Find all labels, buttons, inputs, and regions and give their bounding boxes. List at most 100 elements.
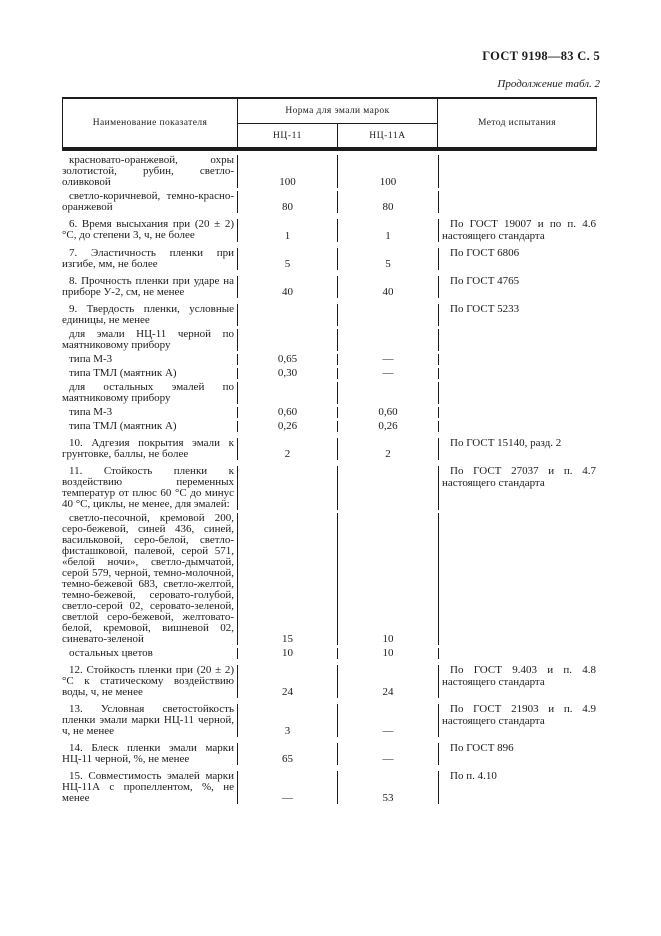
table-row: светло-песочной, кремовой 200, серо-беже… — [62, 510, 597, 645]
table-row: для остальных эмалей по маятниковому при… — [62, 379, 597, 404]
value-nc11-cell — [237, 329, 337, 351]
table-row: 6. Время высыхания при (20 ± 2) °С, до с… — [62, 213, 597, 242]
method-cell — [438, 421, 597, 432]
value-nc11a-cell: 53 — [337, 771, 438, 804]
indicator-cell: типа ТМЛ (маятник А) — [62, 368, 237, 379]
value-nc11-cell: 0,65 — [237, 354, 337, 365]
table-row: светло-коричневой, темно-красно-оранжево… — [62, 188, 597, 213]
indicator-cell: светло-коричневой, темно-красно-оранжево… — [62, 191, 237, 213]
method-cell: По ГОСТ 896 — [438, 742, 597, 765]
indicator-cell: 13. Условная светостойкость пленки эмали… — [62, 704, 237, 737]
value-nc11a-cell: 10 — [337, 513, 438, 645]
method-cell: По ГОСТ 27037 и п. 4.7 настоящего станда… — [438, 465, 597, 510]
indicator-cell: 11. Стойкость пленки к воздействию перем… — [62, 466, 237, 510]
table-row: типа ТМЛ (маятник А) 0,26 0,26 — [62, 418, 597, 432]
indicator-cell: остальных цветов — [62, 648, 237, 659]
table-row: для эмали НЦ-11 черной по маятниковому п… — [62, 326, 597, 351]
indicator-cell: 12. Стойкость пленки при (20 ± 2) °С к с… — [62, 665, 237, 698]
indicator-text: типа М-3 — [69, 406, 113, 418]
value-nc11a-cell: 5 — [337, 248, 438, 270]
method-text: По ГОСТ 19007 и по п. 4.6 настоящего ста… — [442, 218, 596, 242]
indicator-text: 10. Адгезия покрытия эмали к грунтовке, … — [62, 437, 234, 460]
indicator-text: остальных цветов — [69, 647, 153, 659]
table-row: остальных цветов 10 10 — [62, 645, 597, 659]
value-nc11a-cell: 0,26 — [337, 421, 438, 432]
indicator-text: типа ТМЛ (маятник А) — [69, 420, 177, 432]
indicator-text: 14. Блеск пленки эмали марки НЦ-11 черно… — [62, 742, 234, 765]
table-continuation-label: Продолжение табл. 2 — [497, 78, 600, 90]
method-cell: По ГОСТ 19007 и по п. 4.6 настоящего ста… — [438, 218, 597, 242]
table-row: красновато-оранжевой, охры золотистой, р… — [62, 151, 597, 188]
method-cell: По п. 4.10 — [438, 770, 597, 804]
value-nc11a-cell: 1 — [337, 219, 438, 242]
method-text: По ГОСТ 9.403 и п. 4.8 настоящего станда… — [442, 664, 596, 688]
column-header-method: Метод испытания — [477, 118, 557, 128]
table-row: типа М-3 0,65 — — [62, 351, 597, 365]
indicator-text: 12. Стойкость пленки при (20 ± 2) °С к с… — [62, 664, 234, 698]
table-row: 7. Эластичность пленки при изгибе, мм, н… — [62, 242, 597, 270]
method-text: По ГОСТ 4765 — [450, 275, 520, 287]
indicator-text: типа ТМЛ (маятник А) — [69, 367, 177, 379]
value-nc11-cell: — — [237, 771, 337, 804]
method-text: По ГОСТ 5233 — [450, 303, 520, 315]
indicator-text: для остальных эмалей по маятниковому при… — [62, 381, 234, 404]
spec-table: Наименование показателя Норма для эмали … — [62, 97, 597, 813]
value-nc11a-cell — [337, 329, 438, 351]
value-nc11a-cell — [337, 304, 438, 326]
method-text: По ГОСТ 21903 и п. 4.9 настоящего станда… — [442, 703, 596, 727]
method-cell: По ГОСТ 6806 — [438, 247, 597, 270]
indicator-cell: 7. Эластичность пленки при изгибе, мм, н… — [62, 248, 237, 270]
indicator-cell: красновато-оранжевой, охры золотистой, р… — [62, 155, 237, 188]
value-nc11-cell: 0,30 — [237, 368, 337, 379]
value-nc11-cell: 65 — [237, 743, 337, 765]
value-nc11a-cell: 10 — [337, 648, 438, 659]
indicator-cell: светло-песочной, кремовой 200, серо-беже… — [62, 513, 237, 645]
indicator-cell: для эмали НЦ-11 черной по маятниковому п… — [62, 329, 237, 351]
value-nc11a-cell: — — [337, 368, 438, 379]
column-header-norm-group: Норма для эмали марок — [238, 99, 437, 124]
column-header-grade-nc11a: НЦ-11А — [369, 130, 406, 141]
value-nc11-cell: 15 — [237, 513, 337, 645]
indicator-text: 8. Прочность пленки при ударе на приборе… — [62, 275, 234, 298]
indicator-cell: типа М-3 — [62, 407, 237, 418]
indicator-cell: 9. Твердость пленки, условные единицы, н… — [62, 304, 237, 326]
table-body: красновато-оранжевой, охры золотистой, р… — [62, 151, 597, 813]
indicator-cell: 8. Прочность пленки при ударе на приборе… — [62, 276, 237, 298]
indicator-text: 11. Стойкость пленки к воздействию перем… — [62, 465, 234, 510]
method-cell: По ГОСТ 4765 — [438, 275, 597, 298]
value-nc11a-cell: 80 — [337, 191, 438, 213]
method-cell — [438, 329, 597, 351]
table-row: типа ТМЛ (маятник А) 0,30 — — [62, 365, 597, 379]
value-nc11-cell: 10 — [237, 648, 337, 659]
column-header-grade-nc11: НЦ-11 — [238, 124, 338, 147]
value-nc11a-cell: 24 — [337, 665, 438, 698]
method-cell — [438, 155, 597, 188]
method-text: По ГОСТ 15140, разд. 2 — [450, 437, 562, 449]
value-nc11-cell: 100 — [237, 155, 337, 188]
indicator-cell: типа ТМЛ (маятник А) — [62, 421, 237, 432]
value-nc11a-cell: 40 — [337, 276, 438, 298]
value-nc11-cell: 0,26 — [237, 421, 337, 432]
indicator-text: для эмали НЦ-11 черной по маятниковому п… — [62, 328, 234, 351]
indicator-text: светло-песочной, кремовой 200, серо-беже… — [62, 512, 234, 645]
indicator-cell: для остальных эмалей по маятниковому при… — [62, 382, 237, 404]
indicator-text: светло-коричневой, темно-красно-оранжево… — [62, 190, 234, 213]
value-nc11-cell: 3 — [237, 704, 337, 737]
value-nc11a-cell: 2 — [337, 438, 438, 460]
table-row: 10. Адгезия покрытия эмали к грунтовке, … — [62, 432, 597, 460]
value-nc11-cell: 80 — [237, 191, 337, 213]
method-cell: По ГОСТ 15140, разд. 2 — [438, 437, 597, 460]
table-row: 12. Стойкость пленки при (20 ± 2) °С к с… — [62, 659, 597, 698]
method-cell: По ГОСТ 5233 — [438, 303, 597, 326]
method-cell: По ГОСТ 21903 и п. 4.9 настоящего станда… — [438, 703, 597, 737]
indicator-text: красновато-оранжевой, охры золотистой, р… — [62, 154, 234, 188]
table-row: 13. Условная светостойкость пленки эмали… — [62, 698, 597, 737]
method-cell — [438, 407, 597, 418]
method-cell — [438, 513, 597, 645]
value-nc11a-cell: 0,60 — [337, 407, 438, 418]
method-text: По ГОСТ 896 — [450, 742, 514, 754]
indicator-text: 7. Эластичность пленки при изгибе, мм, н… — [62, 247, 234, 270]
method-cell — [438, 354, 597, 365]
indicator-text: типа М-3 — [69, 353, 113, 365]
